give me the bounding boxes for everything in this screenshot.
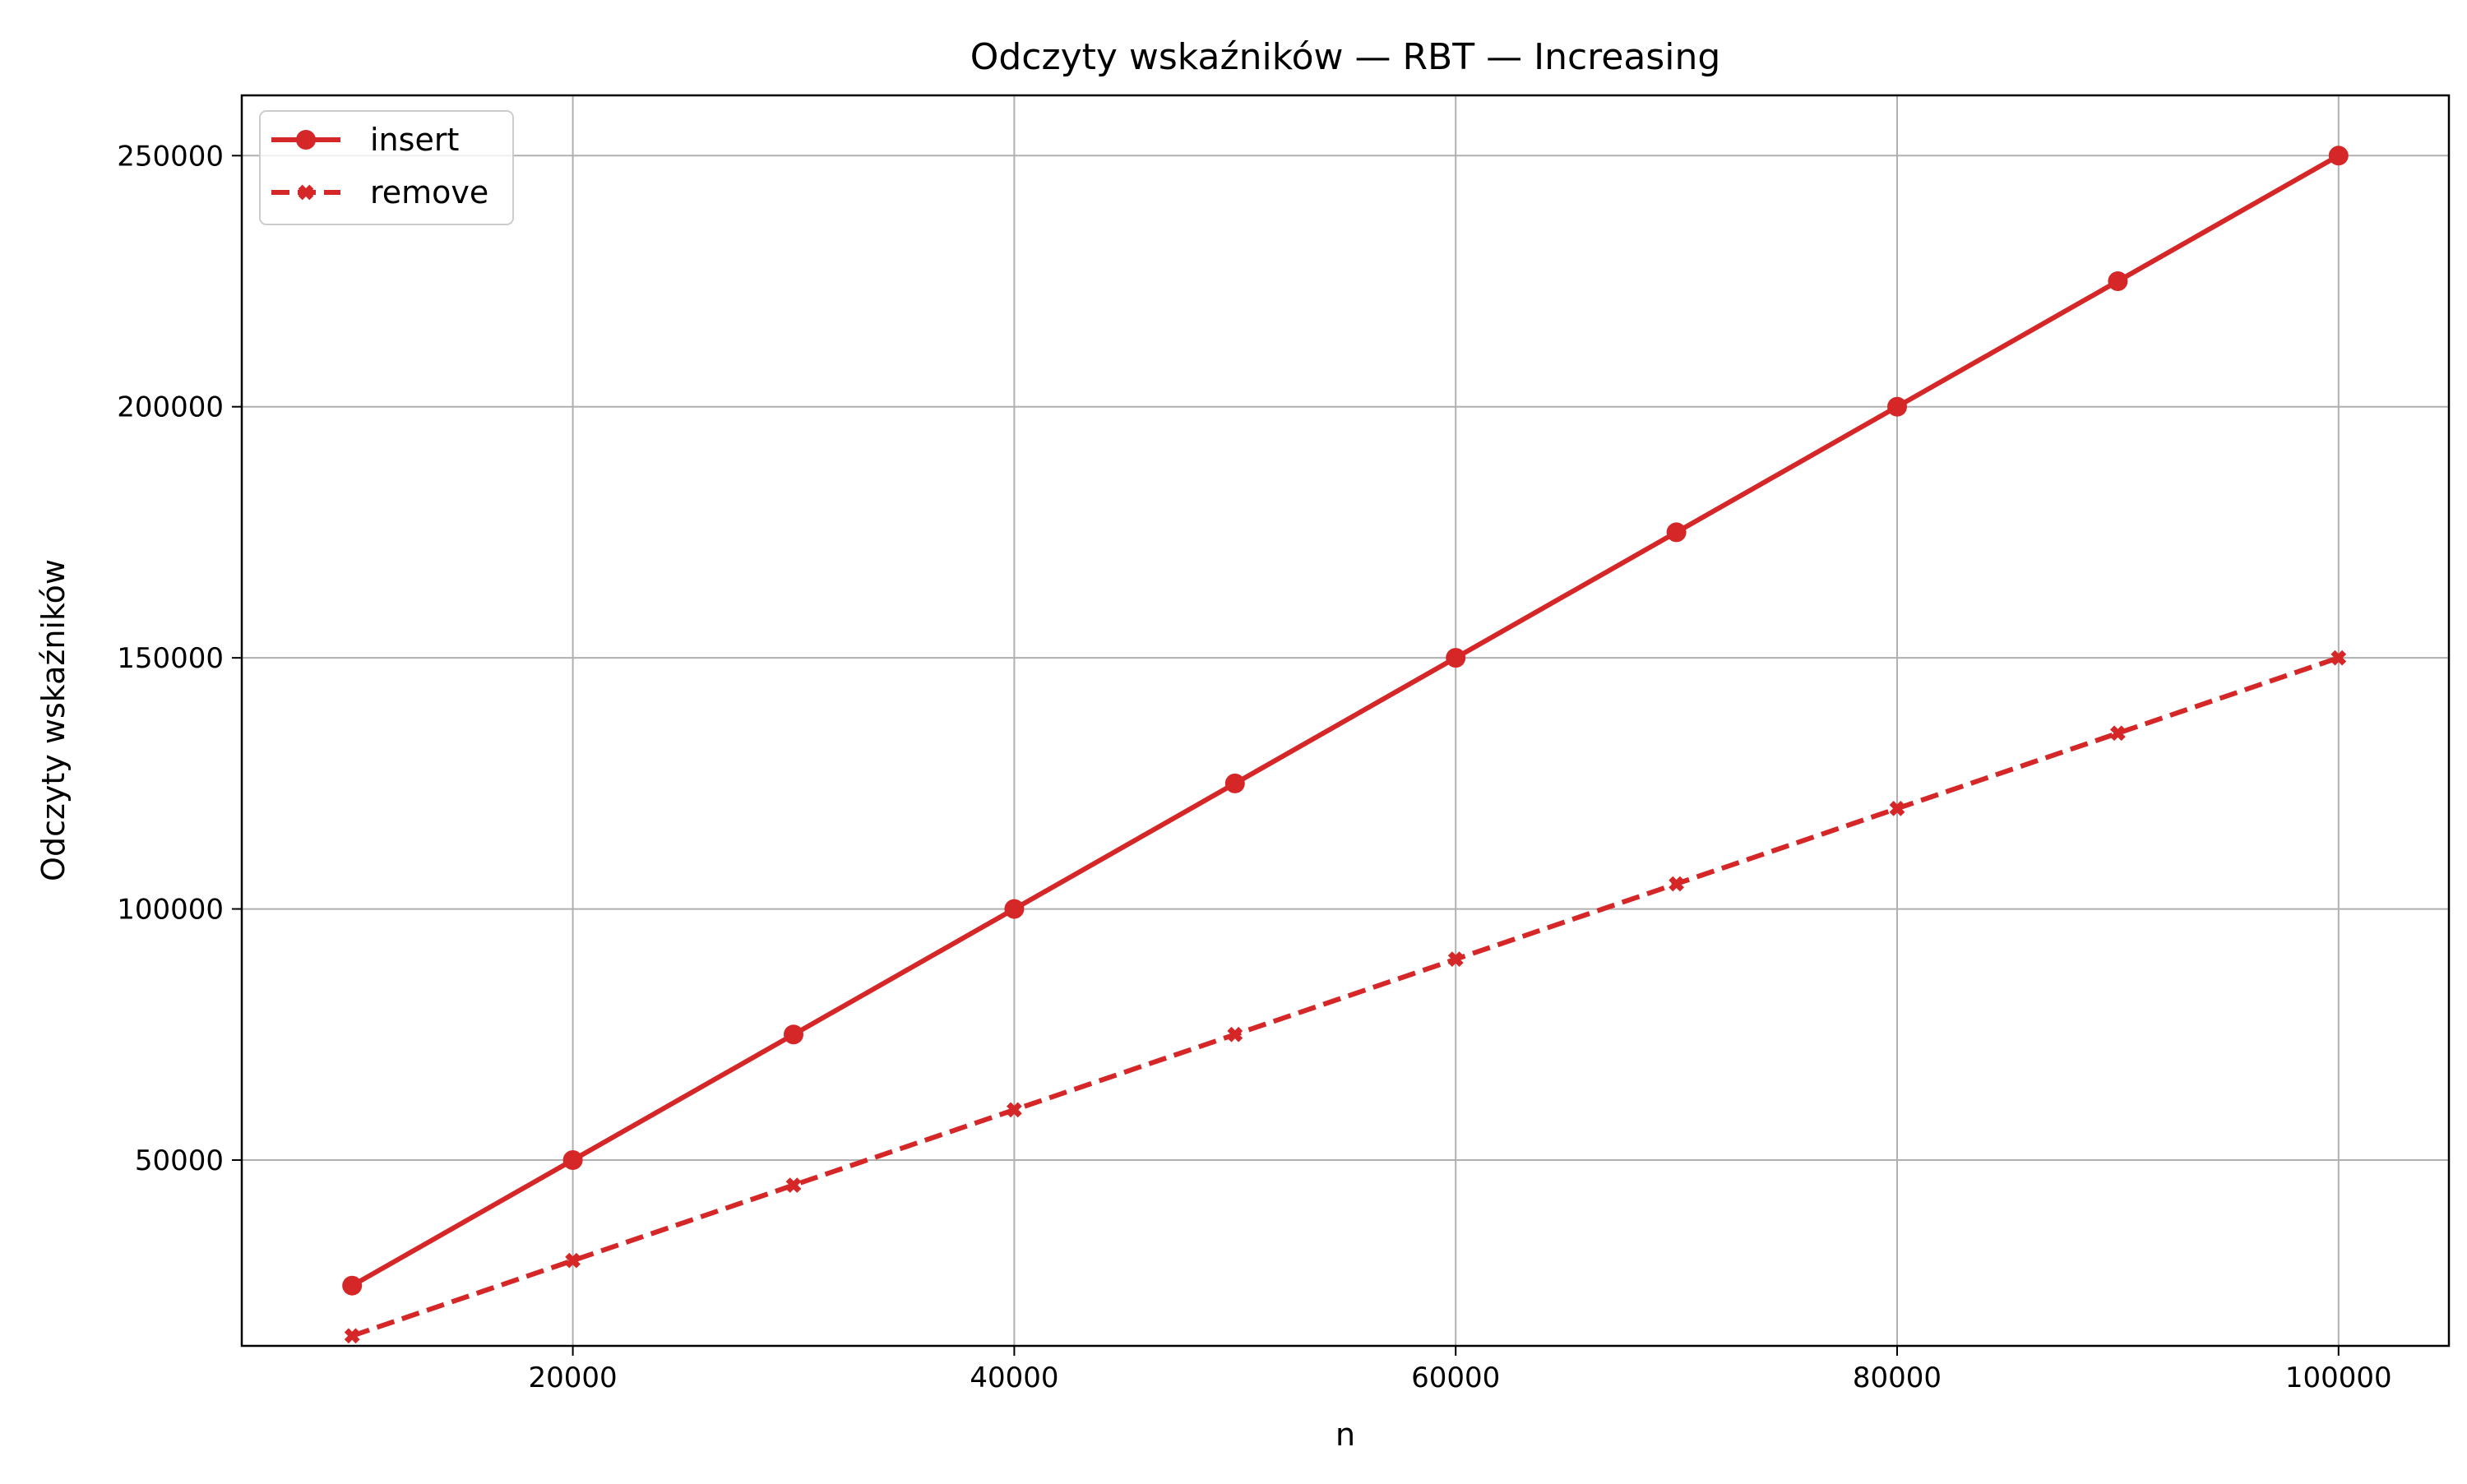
x-tick-label: 100000	[2285, 1361, 2392, 1394]
series-group	[342, 146, 2349, 1344]
legend-entry-remove: remove	[271, 174, 488, 210]
data-point-insert	[2328, 146, 2349, 166]
data-point-remove	[1007, 1102, 1022, 1118]
y-tick-label: 150000	[117, 642, 224, 675]
data-point-remove	[1447, 951, 1464, 967]
series-line-remove	[351, 655, 2340, 1338]
y-tick-label: 100000	[117, 894, 224, 927]
data-point-remove	[565, 1252, 581, 1269]
data-point-insert	[1446, 648, 1466, 668]
x-tick-label: 40000	[970, 1361, 1058, 1394]
legend-marker	[296, 130, 316, 150]
legend-label: remove	[370, 174, 488, 210]
data-point-insert	[1224, 773, 1245, 793]
x-tick-label: 20000	[529, 1361, 618, 1394]
series-insert	[342, 146, 2349, 1296]
x-axis-ticks: 20000 40000 60000 80000 100000	[529, 1346, 2392, 1394]
legend-marker	[298, 184, 314, 201]
data-point-remove	[344, 1328, 360, 1344]
y-tick-label: 50000	[135, 1144, 224, 1177]
data-point-remove	[785, 1177, 802, 1193]
x-tick-label: 60000	[1411, 1361, 1500, 1394]
data-point-insert	[342, 1275, 363, 1296]
data-point-remove	[1669, 876, 1684, 892]
data-point-insert	[1887, 396, 1907, 417]
y-axis-ticks: 50000 100000 150000 200000 250000	[117, 140, 242, 1177]
legend-entry-insert: insert	[271, 122, 459, 158]
data-point-insert	[1004, 899, 1025, 919]
data-point-insert	[784, 1024, 803, 1045]
data-point-remove	[1227, 1026, 1243, 1042]
y-tick-label: 200000	[117, 391, 224, 424]
y-axis-label: Odczyty wskaźników	[35, 559, 72, 881]
x-axis-label: n	[1335, 1417, 1355, 1453]
grid	[242, 95, 2449, 1346]
data-point-insert	[562, 1149, 583, 1170]
legend: insert remove	[259, 110, 514, 225]
data-point-remove	[1889, 801, 1905, 816]
data-point-insert	[1666, 522, 1687, 543]
data-point-remove	[2110, 725, 2126, 742]
y-tick-label: 250000	[117, 140, 224, 173]
data-point-insert	[2108, 271, 2128, 292]
series-line-insert	[350, 153, 2340, 1288]
data-point-remove	[2330, 650, 2347, 666]
legend-label: insert	[370, 122, 459, 158]
plot-area-frame	[240, 94, 2451, 1348]
chart-title: Odczyty wskaźników — RBT — Increasing	[970, 36, 1721, 78]
x-tick-label: 80000	[1853, 1361, 1942, 1394]
series-remove	[344, 650, 2347, 1344]
